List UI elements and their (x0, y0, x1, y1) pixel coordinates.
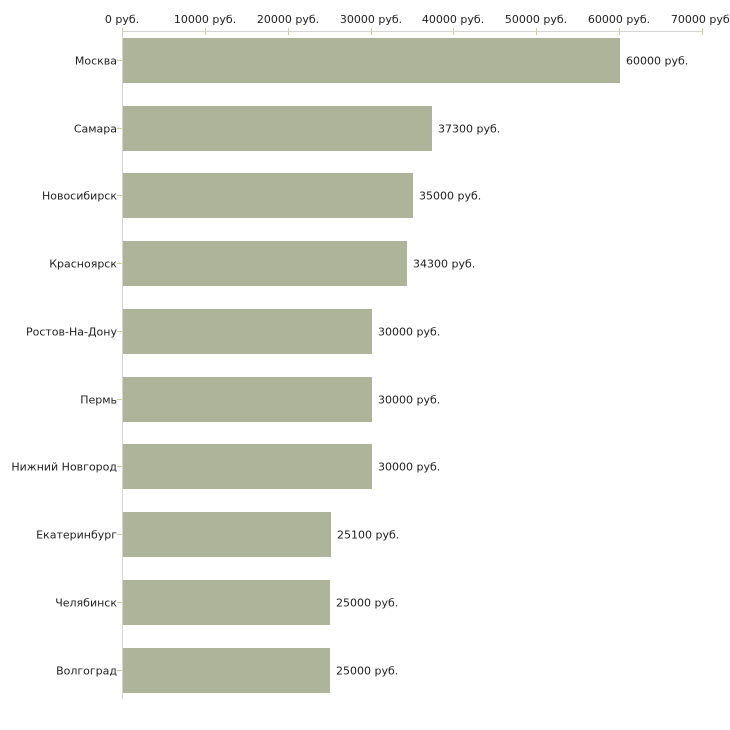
bar (123, 106, 432, 151)
y-tick-mark (117, 195, 122, 196)
x-tick-mark (205, 28, 206, 35)
category-label: Пермь (80, 393, 117, 406)
value-label: 25000 руб. (336, 664, 399, 677)
bar (123, 444, 372, 489)
category-label: Екатеринбург (36, 528, 117, 541)
category-label: Ростов-На-Дону (25, 325, 117, 338)
y-tick-mark (117, 602, 122, 603)
x-tick-mark (453, 28, 454, 35)
x-tick-mark (619, 28, 620, 35)
y-tick-mark (117, 60, 122, 61)
y-tick-mark (117, 466, 122, 467)
bar (123, 38, 620, 83)
x-tick-mark (122, 28, 123, 35)
bar (123, 648, 330, 693)
y-tick-mark (117, 263, 122, 264)
value-label: 30000 руб. (378, 460, 441, 473)
bar (123, 580, 330, 625)
category-label: Волгоград (56, 664, 117, 677)
x-tick-label: 0 руб. (104, 13, 140, 26)
bar (123, 309, 372, 354)
x-tick-label: 50000 руб. (504, 13, 568, 26)
x-tick-label: 60000 руб. (587, 13, 651, 26)
value-label: 35000 руб. (419, 189, 482, 202)
value-label: 60000 руб. (626, 54, 689, 67)
y-tick-mark (117, 128, 122, 129)
value-label: 25000 руб. (336, 596, 399, 609)
bar (123, 512, 331, 557)
x-axis-line (122, 31, 702, 32)
value-label: 37300 руб. (438, 122, 501, 135)
x-tick-mark (536, 28, 537, 35)
y-tick-mark (117, 331, 122, 332)
category-label: Новосибирск (41, 189, 117, 202)
x-tick-label: 20000 руб. (256, 13, 320, 26)
bar (123, 241, 407, 286)
value-label: 30000 руб. (378, 393, 441, 406)
category-label: Самара (73, 122, 117, 135)
category-label: Москва (74, 54, 117, 67)
category-label: Челябинск (55, 596, 117, 609)
x-tick-mark (288, 28, 289, 35)
x-tick-label: 30000 руб. (339, 13, 403, 26)
category-label: Нижний Новгород (11, 460, 117, 473)
x-tick-mark (371, 28, 372, 35)
value-label: 30000 руб. (378, 325, 441, 338)
category-label: Красноярск (49, 257, 117, 270)
y-tick-mark (117, 670, 122, 671)
bar (123, 377, 372, 422)
x-tick-label: 40000 руб. (421, 13, 485, 26)
x-tick-label: 10000 руб. (173, 13, 237, 26)
value-label: 34300 руб. (413, 257, 476, 270)
value-label: 25100 руб. (337, 528, 400, 541)
y-axis-line (122, 31, 123, 699)
bar (123, 173, 413, 218)
y-tick-mark (117, 399, 122, 400)
x-tick-label: 70000 руб. (670, 13, 730, 26)
x-tick-mark (702, 28, 703, 35)
y-tick-mark (117, 534, 122, 535)
